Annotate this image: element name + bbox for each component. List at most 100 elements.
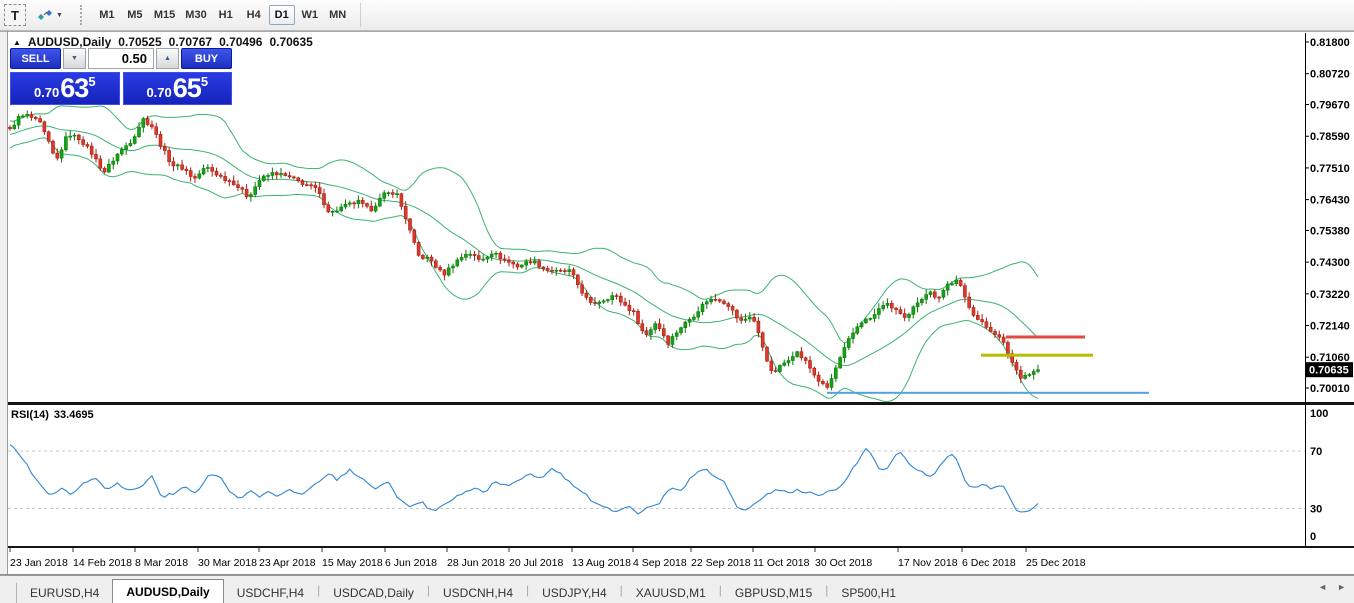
candle-body (1018, 369, 1023, 379)
candle-body (631, 310, 636, 313)
candle-body (416, 242, 421, 256)
candle-body (735, 309, 739, 319)
timeframe-button-M15[interactable]: M15 (150, 5, 179, 25)
candle-body (846, 338, 851, 348)
candle-body (713, 298, 718, 301)
text-tool-button[interactable]: T (4, 4, 26, 26)
candle-body (72, 134, 77, 137)
rsi-surface[interactable] (8, 406, 1305, 546)
chart-tab-USDCNH-H4[interactable]: USDCNH,H4 (443, 586, 514, 600)
timeframe-button-M30[interactable]: M30 (181, 5, 210, 25)
toolbar-drag-handle[interactable] (79, 5, 87, 25)
volume-decrease-button[interactable]: ▼ (63, 48, 86, 69)
date-axis-label: 15 May 2018 (322, 557, 383, 569)
buy-price-base: 0.70 (146, 85, 172, 100)
candle-body (597, 301, 602, 304)
hline-resistance-red[interactable] (1006, 335, 1085, 339)
price-axis-label: 0.74300 (1310, 257, 1350, 269)
candle-body (657, 323, 662, 329)
candle-body (287, 175, 292, 178)
candle-body (219, 174, 223, 177)
candle-body (16, 116, 21, 126)
candle-body (812, 367, 817, 376)
rsi-axis-label: 100 (1310, 408, 1328, 420)
candle-body (132, 136, 137, 144)
hline-support-blue[interactable] (827, 391, 1149, 394)
candle-body (679, 327, 683, 334)
timeframe-button-H1[interactable]: H1 (213, 5, 239, 25)
buy-price-panel[interactable]: 0.70 65 5 (122, 72, 232, 105)
candle-body (154, 126, 158, 135)
candle-body (55, 152, 60, 159)
chart-tab-SP500-H1[interactable]: SP500,H1 (841, 586, 897, 600)
date-axis-label: 23 Apr 2018 (259, 557, 316, 569)
date-axis-label: 14 Feb 2018 (73, 557, 132, 569)
candle-body (606, 299, 610, 302)
candle-body (717, 299, 722, 302)
chart-tab-AUDUSD-Daily[interactable]: AUDUSD,Daily (112, 579, 224, 603)
candle-body (313, 184, 318, 188)
candle-body (446, 267, 451, 276)
tab-scroll-left-icon[interactable]: ◄ (1318, 582, 1328, 592)
candle-body (171, 161, 176, 167)
chart-header: ▲ AUDUSD,Daily 0.70525 0.70767 0.70496 0… (13, 35, 313, 49)
timeframe-button-D1[interactable]: D1 (268, 5, 295, 25)
candle-body (335, 210, 339, 213)
ohlc-high: 0.70767 (168, 35, 213, 49)
candle-body (412, 229, 417, 243)
candle-body (395, 193, 399, 195)
date-axis-label: 23 Jan 2018 (10, 557, 68, 569)
chart-tab-GBPUSD-M15[interactable]: GBPUSD,M15 (734, 586, 813, 600)
tab-separator: | (526, 582, 530, 597)
date-axis-label: 4 Sep 2018 (633, 557, 687, 569)
candle-body (584, 292, 589, 298)
candle-body (881, 305, 886, 309)
sell-price-panel[interactable]: 0.70 63 5 (10, 72, 120, 105)
buy-button[interactable]: BUY (181, 48, 232, 69)
tab-separator: | (718, 582, 722, 597)
hline-resistance-yellow[interactable] (981, 353, 1093, 357)
collapse-triangle-icon[interactable]: ▲ (13, 37, 21, 47)
chart-tab-XAUUSD-M1[interactable]: XAUUSD,M1 (635, 586, 706, 600)
chart-tab-USDCAD-Daily[interactable]: USDCAD,Daily (333, 586, 414, 600)
candle-body (33, 117, 38, 119)
candle-body (438, 267, 442, 271)
candle-body (833, 367, 838, 379)
chart-tab-bar: EURUSD,H4 AUDUSD,Daily USDCHF,H4 | USDCAD,Da… (0, 575, 1354, 603)
volume-increase-button[interactable]: ▲ (156, 48, 179, 69)
price-axis-label: 0.71060 (1310, 352, 1350, 364)
timeframe-button-H4[interactable]: H4 (241, 5, 267, 25)
candle-body (421, 255, 425, 259)
chart-tab-USDCHF-H4[interactable]: USDCHF,H4 (236, 586, 305, 600)
timeframe-button-M1[interactable]: M1 (94, 5, 120, 25)
arrows-tool-button[interactable]: ▼ (30, 4, 70, 26)
timeframe-button-M5[interactable]: M5 (122, 5, 148, 25)
candle-body (365, 203, 369, 207)
candle-body (175, 164, 180, 167)
chart-tab-EURUSD-H4[interactable]: EURUSD,H4 (30, 586, 100, 600)
candle-body (614, 295, 619, 297)
candle-body (124, 145, 128, 150)
timeframe-button-W1[interactable]: W1 (297, 5, 323, 25)
symbol-label: AUDUSD,Daily (27, 35, 112, 49)
tab-scroll-right-icon[interactable]: ► (1337, 582, 1346, 592)
candle-body (674, 332, 679, 337)
timeframe-button-MN[interactable]: MN (325, 5, 351, 25)
chart-tab-USDJPY-H4[interactable]: USDJPY,H4 (542, 586, 607, 600)
price-axis-label: 0.80720 (1310, 69, 1350, 81)
candle-body (760, 332, 765, 348)
candle-body (790, 356, 795, 361)
candle-body (197, 173, 202, 179)
candle-body (51, 140, 55, 154)
tabs-container: EURUSD,H4 AUDUSD,Daily USDCHF,H4 | USDCAD,Da… (17, 579, 909, 603)
candle-body (64, 136, 68, 151)
pane-splitter[interactable] (8, 402, 1354, 405)
date-axis-label: 22 Sep 2018 (691, 557, 751, 569)
candle-body (889, 302, 894, 309)
candle-body (476, 255, 481, 260)
sell-button[interactable]: SELL (10, 48, 61, 69)
tab-separator: | (825, 582, 829, 597)
date-axis-label: 28 Jun 2018 (447, 557, 505, 569)
rsi-axis-label: 70 (1310, 446, 1322, 458)
volume-input[interactable] (88, 48, 154, 69)
